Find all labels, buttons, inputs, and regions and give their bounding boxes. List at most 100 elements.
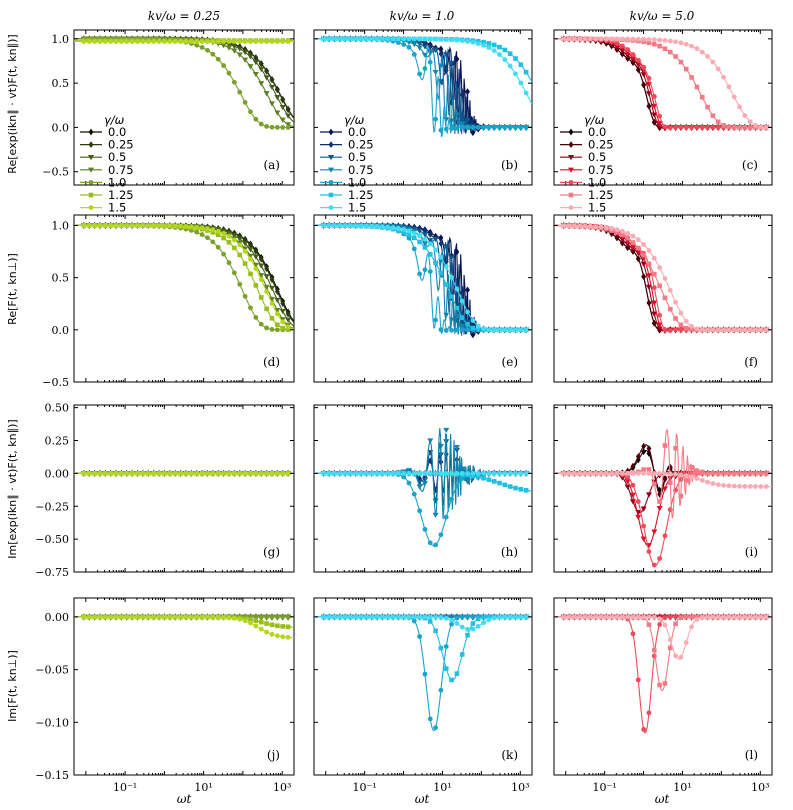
marker-1.5 [242, 470, 248, 476]
marker-1.5 [269, 39, 275, 44]
marker-1.5 [194, 39, 200, 44]
marker-0.75 [459, 323, 466, 330]
marker-0.5 [252, 59, 259, 66]
marker-1.5 [427, 241, 433, 247]
marker-0.75 [635, 514, 642, 521]
marker-1.5 [481, 42, 486, 48]
legend-label: 0.75 [588, 163, 614, 177]
y-tick-label: 0.00 [45, 467, 70, 480]
marker-1.0 [443, 327, 449, 333]
marker-1.0 [231, 79, 237, 85]
marker-0.75 [443, 427, 450, 434]
marker-1.25 [694, 84, 700, 90]
marker-1.5 [438, 614, 444, 620]
marker-1.0 [285, 614, 291, 620]
marker-1.5 [156, 223, 162, 229]
marker-0.75 [656, 506, 663, 512]
marker-0.75 [263, 91, 270, 97]
marker-1.5 [347, 223, 353, 229]
marker-1.5 [172, 223, 178, 229]
marker-1.5 [97, 223, 103, 228]
x-tick-label: 10³ [511, 781, 529, 794]
marker-1.5 [454, 621, 460, 626]
marker-1.0 [651, 562, 657, 568]
marker-1.5 [598, 36, 604, 42]
marker-0.25 [264, 67, 269, 75]
marker-1.0 [641, 727, 647, 732]
marker-1.25 [673, 54, 678, 59]
marker-1.0 [715, 125, 721, 130]
marker-1.5 [199, 225, 205, 231]
marker-1.0 [513, 125, 518, 130]
marker-1.25 [438, 645, 444, 651]
marker-1.25 [237, 252, 243, 258]
marker-1.0 [253, 116, 259, 122]
marker-1.5 [151, 223, 157, 228]
marker-1.5 [215, 39, 221, 44]
marker-1.5 [129, 470, 135, 476]
marker-1.25 [673, 445, 678, 451]
marker-0.75 [661, 486, 668, 492]
marker-1.25 [523, 488, 529, 493]
marker-1.0 [427, 59, 433, 65]
marker-0.25 [258, 60, 264, 68]
marker-1.25 [275, 623, 280, 629]
marker-0.5 [432, 47, 439, 53]
marker-1.25 [481, 475, 486, 481]
series-group [74, 469, 294, 477]
marker-1.5 [710, 481, 716, 486]
marker-1.5 [411, 614, 417, 620]
marker-1.0 [662, 615, 668, 621]
marker-0.75 [225, 45, 232, 51]
marker-1.5 [582, 223, 588, 229]
marker-0.75 [629, 492, 636, 498]
marker-1.5 [226, 615, 232, 621]
marker-1.25 [411, 235, 417, 241]
marker-1.25 [454, 671, 460, 676]
marker-1.5 [342, 223, 348, 228]
panel-d: −0.5 0.0 0.5 1.0 (d) [42, 214, 295, 389]
marker-1.5 [129, 39, 135, 44]
marker-0.25 [237, 232, 243, 240]
marker-1.25 [459, 652, 465, 657]
marker-1.0 [237, 281, 243, 287]
panel-tag: (j) [267, 748, 280, 762]
marker-1.25 [747, 471, 753, 476]
marker-0.5 [231, 233, 238, 239]
marker-1.5 [630, 470, 636, 476]
marker-1.5 [459, 298, 465, 304]
marker-1.5 [86, 223, 92, 228]
marker-1.5 [438, 470, 444, 476]
legend-marker [568, 167, 574, 173]
row-4-ylabel: Im[F(t, kn⊥)] [6, 650, 19, 722]
marker-1.5 [237, 470, 243, 476]
y-tick-label: −0.5 [42, 376, 69, 389]
marker-1.25 [491, 479, 497, 484]
marker-1.0 [699, 125, 705, 130]
marker-1.5 [486, 327, 492, 333]
legend-label: 1.5 [108, 201, 126, 215]
marker-1.0 [417, 508, 423, 514]
legend: γ/ω0.00.250.50.751.01.251.5 [320, 113, 374, 215]
legend-marker [328, 192, 334, 198]
marker-1.25 [285, 327, 291, 332]
marker-1.0 [657, 113, 663, 119]
marker-1.5 [667, 287, 673, 293]
marker-1.5 [274, 633, 280, 639]
marker-1.5 [523, 327, 529, 333]
marker-0.5 [285, 113, 292, 119]
panel-a: −0.50.00.51.0(a)γ/ω0.00.250.50.751.01.25… [42, 29, 295, 215]
marker-1.5 [710, 614, 716, 620]
marker-1.25 [210, 230, 216, 235]
marker-1.5 [326, 470, 332, 476]
marker-1.25 [475, 474, 481, 480]
marker-1.5 [742, 327, 748, 333]
marker-0.5 [421, 232, 428, 238]
marker-1.5 [753, 122, 758, 128]
marker-1.5 [753, 614, 758, 620]
marker-1.5 [561, 223, 567, 229]
marker-1.0 [258, 321, 264, 327]
y-tick-label: −0.05 [35, 664, 69, 677]
marker-1.5 [162, 223, 167, 229]
marker-1.5 [593, 224, 599, 230]
